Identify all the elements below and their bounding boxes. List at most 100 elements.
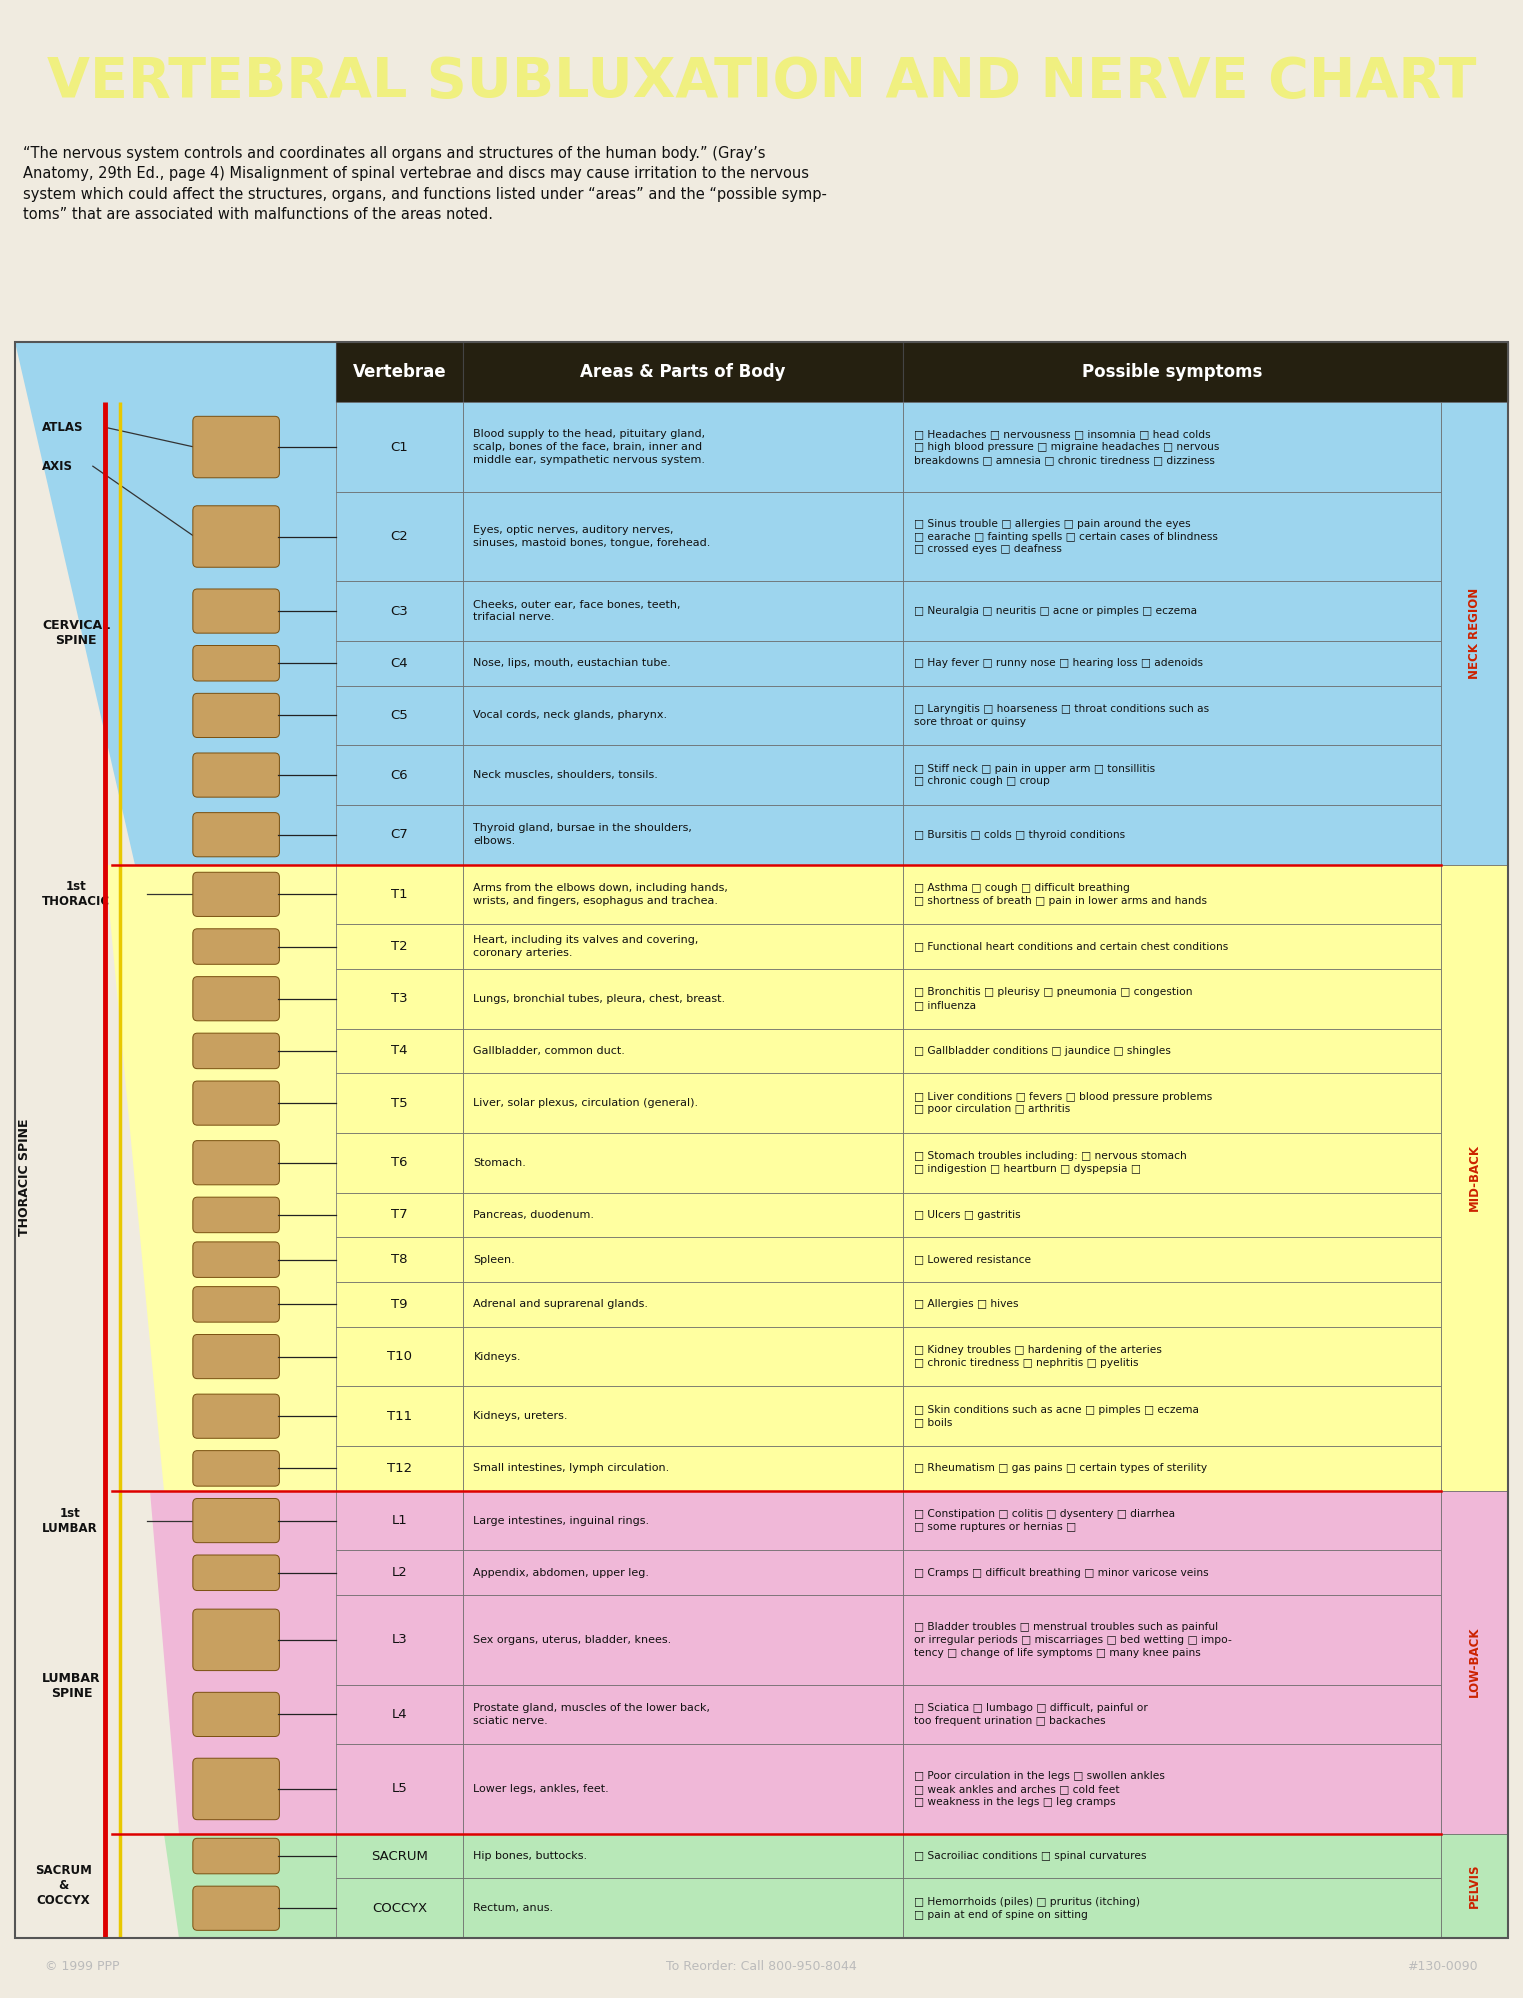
Bar	[903, 402, 1441, 492]
Text: MID-BACK: MID-BACK	[1468, 1145, 1480, 1211]
Text: Arms from the elbows down, including hands,
wrists, and fingers, esophagus and t: Arms from the elbows down, including han…	[474, 883, 728, 905]
Bar	[463, 1237, 903, 1283]
Text: Lower legs, ankles, feet.: Lower legs, ankles, feet.	[474, 1784, 609, 1794]
Bar	[903, 1327, 1441, 1387]
Text: T7: T7	[391, 1209, 408, 1221]
FancyBboxPatch shape	[193, 645, 279, 681]
Bar	[1441, 402, 1508, 865]
Text: L5: L5	[391, 1782, 408, 1796]
Bar	[337, 1327, 463, 1387]
FancyBboxPatch shape	[193, 505, 279, 567]
Bar	[903, 1029, 1441, 1073]
Bar	[903, 1834, 1441, 1878]
Text: T4: T4	[391, 1045, 408, 1057]
Text: Prostate gland, muscles of the lower back,
sciatic nerve.: Prostate gland, muscles of the lower bac…	[474, 1702, 710, 1726]
FancyBboxPatch shape	[193, 1608, 279, 1670]
Text: Small intestines, lymph circulation.: Small intestines, lymph circulation.	[474, 1463, 670, 1473]
FancyBboxPatch shape	[193, 1451, 279, 1487]
Bar	[903, 1283, 1441, 1327]
FancyBboxPatch shape	[193, 1554, 279, 1590]
Bar	[463, 492, 903, 581]
Text: □ Allergies □ hives: □ Allergies □ hives	[914, 1299, 1019, 1309]
Text: T5: T5	[391, 1097, 408, 1109]
Bar	[903, 342, 1508, 402]
Bar	[337, 1133, 463, 1193]
Bar	[337, 342, 463, 402]
Bar	[903, 925, 1441, 969]
FancyBboxPatch shape	[193, 1758, 279, 1820]
Text: □ Headaches □ nervousness □ insomnia □ head colds
□ high blood pressure □ migrai: □ Headaches □ nervousness □ insomnia □ h…	[914, 430, 1218, 466]
Text: □ Sinus trouble □ allergies □ pain around the eyes
□ earache □ fainting spells □: □ Sinus trouble □ allergies □ pain aroun…	[914, 519, 1217, 553]
Text: Vertebrae: Vertebrae	[353, 364, 446, 382]
Text: Appendix, abdomen, upper leg.: Appendix, abdomen, upper leg.	[474, 1568, 649, 1578]
Text: “The nervous system controls and coordinates all organs and structures of the hu: “The nervous system controls and coordin…	[23, 146, 827, 222]
Text: LOW-BACK: LOW-BACK	[1468, 1626, 1480, 1698]
FancyBboxPatch shape	[193, 1243, 279, 1277]
FancyBboxPatch shape	[193, 1395, 279, 1439]
Text: T1: T1	[391, 887, 408, 901]
FancyBboxPatch shape	[193, 929, 279, 965]
Text: Rectum, anus.: Rectum, anus.	[474, 1904, 553, 1914]
Text: AXIS: AXIS	[43, 460, 73, 474]
Bar	[463, 685, 903, 745]
Text: Heart, including its valves and covering,
coronary arteries.: Heart, including its valves and covering…	[474, 935, 699, 957]
Bar	[337, 1193, 463, 1237]
Text: Vocal cords, neck glands, pharynx.: Vocal cords, neck glands, pharynx.	[474, 711, 667, 721]
FancyBboxPatch shape	[193, 1692, 279, 1736]
Text: T12: T12	[387, 1463, 413, 1475]
Text: COCCYX: COCCYX	[372, 1902, 426, 1914]
Bar	[1441, 865, 1508, 1491]
Text: □ Stiff neck □ pain in upper arm □ tonsillitis
□ chronic cough □ croup: □ Stiff neck □ pain in upper arm □ tonsi…	[914, 763, 1154, 787]
Text: Kidneys.: Kidneys.	[474, 1351, 521, 1361]
Text: Nose, lips, mouth, eustachian tube.: Nose, lips, mouth, eustachian tube.	[474, 657, 672, 667]
Text: Eyes, optic nerves, auditory nerves,
sinuses, mastoid bones, tongue, forehead.: Eyes, optic nerves, auditory nerves, sin…	[474, 525, 711, 547]
Text: □ Sciatica □ lumbago □ difficult, painful or
too frequent urination □ backaches: □ Sciatica □ lumbago □ difficult, painfu…	[914, 1702, 1148, 1726]
Text: Kidneys, ureters.: Kidneys, ureters.	[474, 1411, 568, 1421]
Polygon shape	[149, 1491, 337, 1834]
Bar	[903, 1550, 1441, 1594]
FancyBboxPatch shape	[193, 1886, 279, 1930]
Text: □ Lowered resistance: □ Lowered resistance	[914, 1255, 1031, 1265]
Text: C2: C2	[391, 529, 408, 543]
Text: □ Poor circulation in the legs □ swollen ankles
□ weak ankles and arches □ cold : □ Poor circulation in the legs □ swollen…	[914, 1770, 1165, 1806]
Bar	[337, 1283, 463, 1327]
Text: Lungs, bronchial tubes, pleura, chest, breast.: Lungs, bronchial tubes, pleura, chest, b…	[474, 993, 725, 1003]
Text: © 1999 PPP: © 1999 PPP	[46, 1960, 120, 1972]
Bar	[337, 1550, 463, 1594]
Text: Pancreas, duodenum.: Pancreas, duodenum.	[474, 1211, 594, 1221]
Text: □ Neuralgia □ neuritis □ acne or pimples □ eczema: □ Neuralgia □ neuritis □ acne or pimples…	[914, 605, 1197, 615]
Text: □ Asthma □ cough □ difficult breathing
□ shortness of breath □ pain in lower arm: □ Asthma □ cough □ difficult breathing □…	[914, 883, 1206, 905]
Bar	[337, 805, 463, 865]
Text: LUMBAR
SPINE: LUMBAR SPINE	[43, 1672, 101, 1700]
Text: To Reorder: Call 800-950-8044: To Reorder: Call 800-950-8044	[666, 1960, 857, 1972]
Bar	[463, 1327, 903, 1387]
Text: Areas & Parts of Body: Areas & Parts of Body	[580, 364, 786, 382]
Text: C7: C7	[391, 829, 408, 841]
Bar	[337, 641, 463, 685]
Bar	[463, 865, 903, 925]
Bar	[903, 865, 1441, 925]
Text: T9: T9	[391, 1299, 408, 1311]
Bar	[903, 1684, 1441, 1744]
Bar	[463, 1550, 903, 1594]
Text: Cheeks, outer ear, face bones, teeth,
trifacial nerve.: Cheeks, outer ear, face bones, teeth, tr…	[474, 599, 681, 623]
Text: 1st
THORACIC: 1st THORACIC	[43, 881, 110, 909]
Bar	[903, 1878, 1441, 1938]
Text: □ Kidney troubles □ hardening of the arteries
□ chronic tiredness □ nephritis □ : □ Kidney troubles □ hardening of the art…	[914, 1345, 1162, 1369]
Text: C1: C1	[391, 440, 408, 454]
Bar	[463, 969, 903, 1029]
Bar	[463, 1878, 903, 1938]
Bar	[337, 402, 463, 492]
Bar	[903, 805, 1441, 865]
Bar	[463, 1594, 903, 1684]
Bar	[903, 492, 1441, 581]
Bar	[903, 1447, 1441, 1491]
Text: L1: L1	[391, 1514, 408, 1526]
Text: C6: C6	[391, 769, 408, 781]
Text: □ Constipation □ colitis □ dysentery □ diarrhea
□ some ruptures or hernias □: □ Constipation □ colitis □ dysentery □ d…	[914, 1508, 1174, 1532]
FancyBboxPatch shape	[193, 1141, 279, 1185]
Bar	[463, 745, 903, 805]
Text: NECK REGION: NECK REGION	[1468, 587, 1480, 679]
Text: □ Functional heart conditions and certain chest conditions: □ Functional heart conditions and certai…	[914, 941, 1228, 951]
Bar	[903, 1193, 1441, 1237]
